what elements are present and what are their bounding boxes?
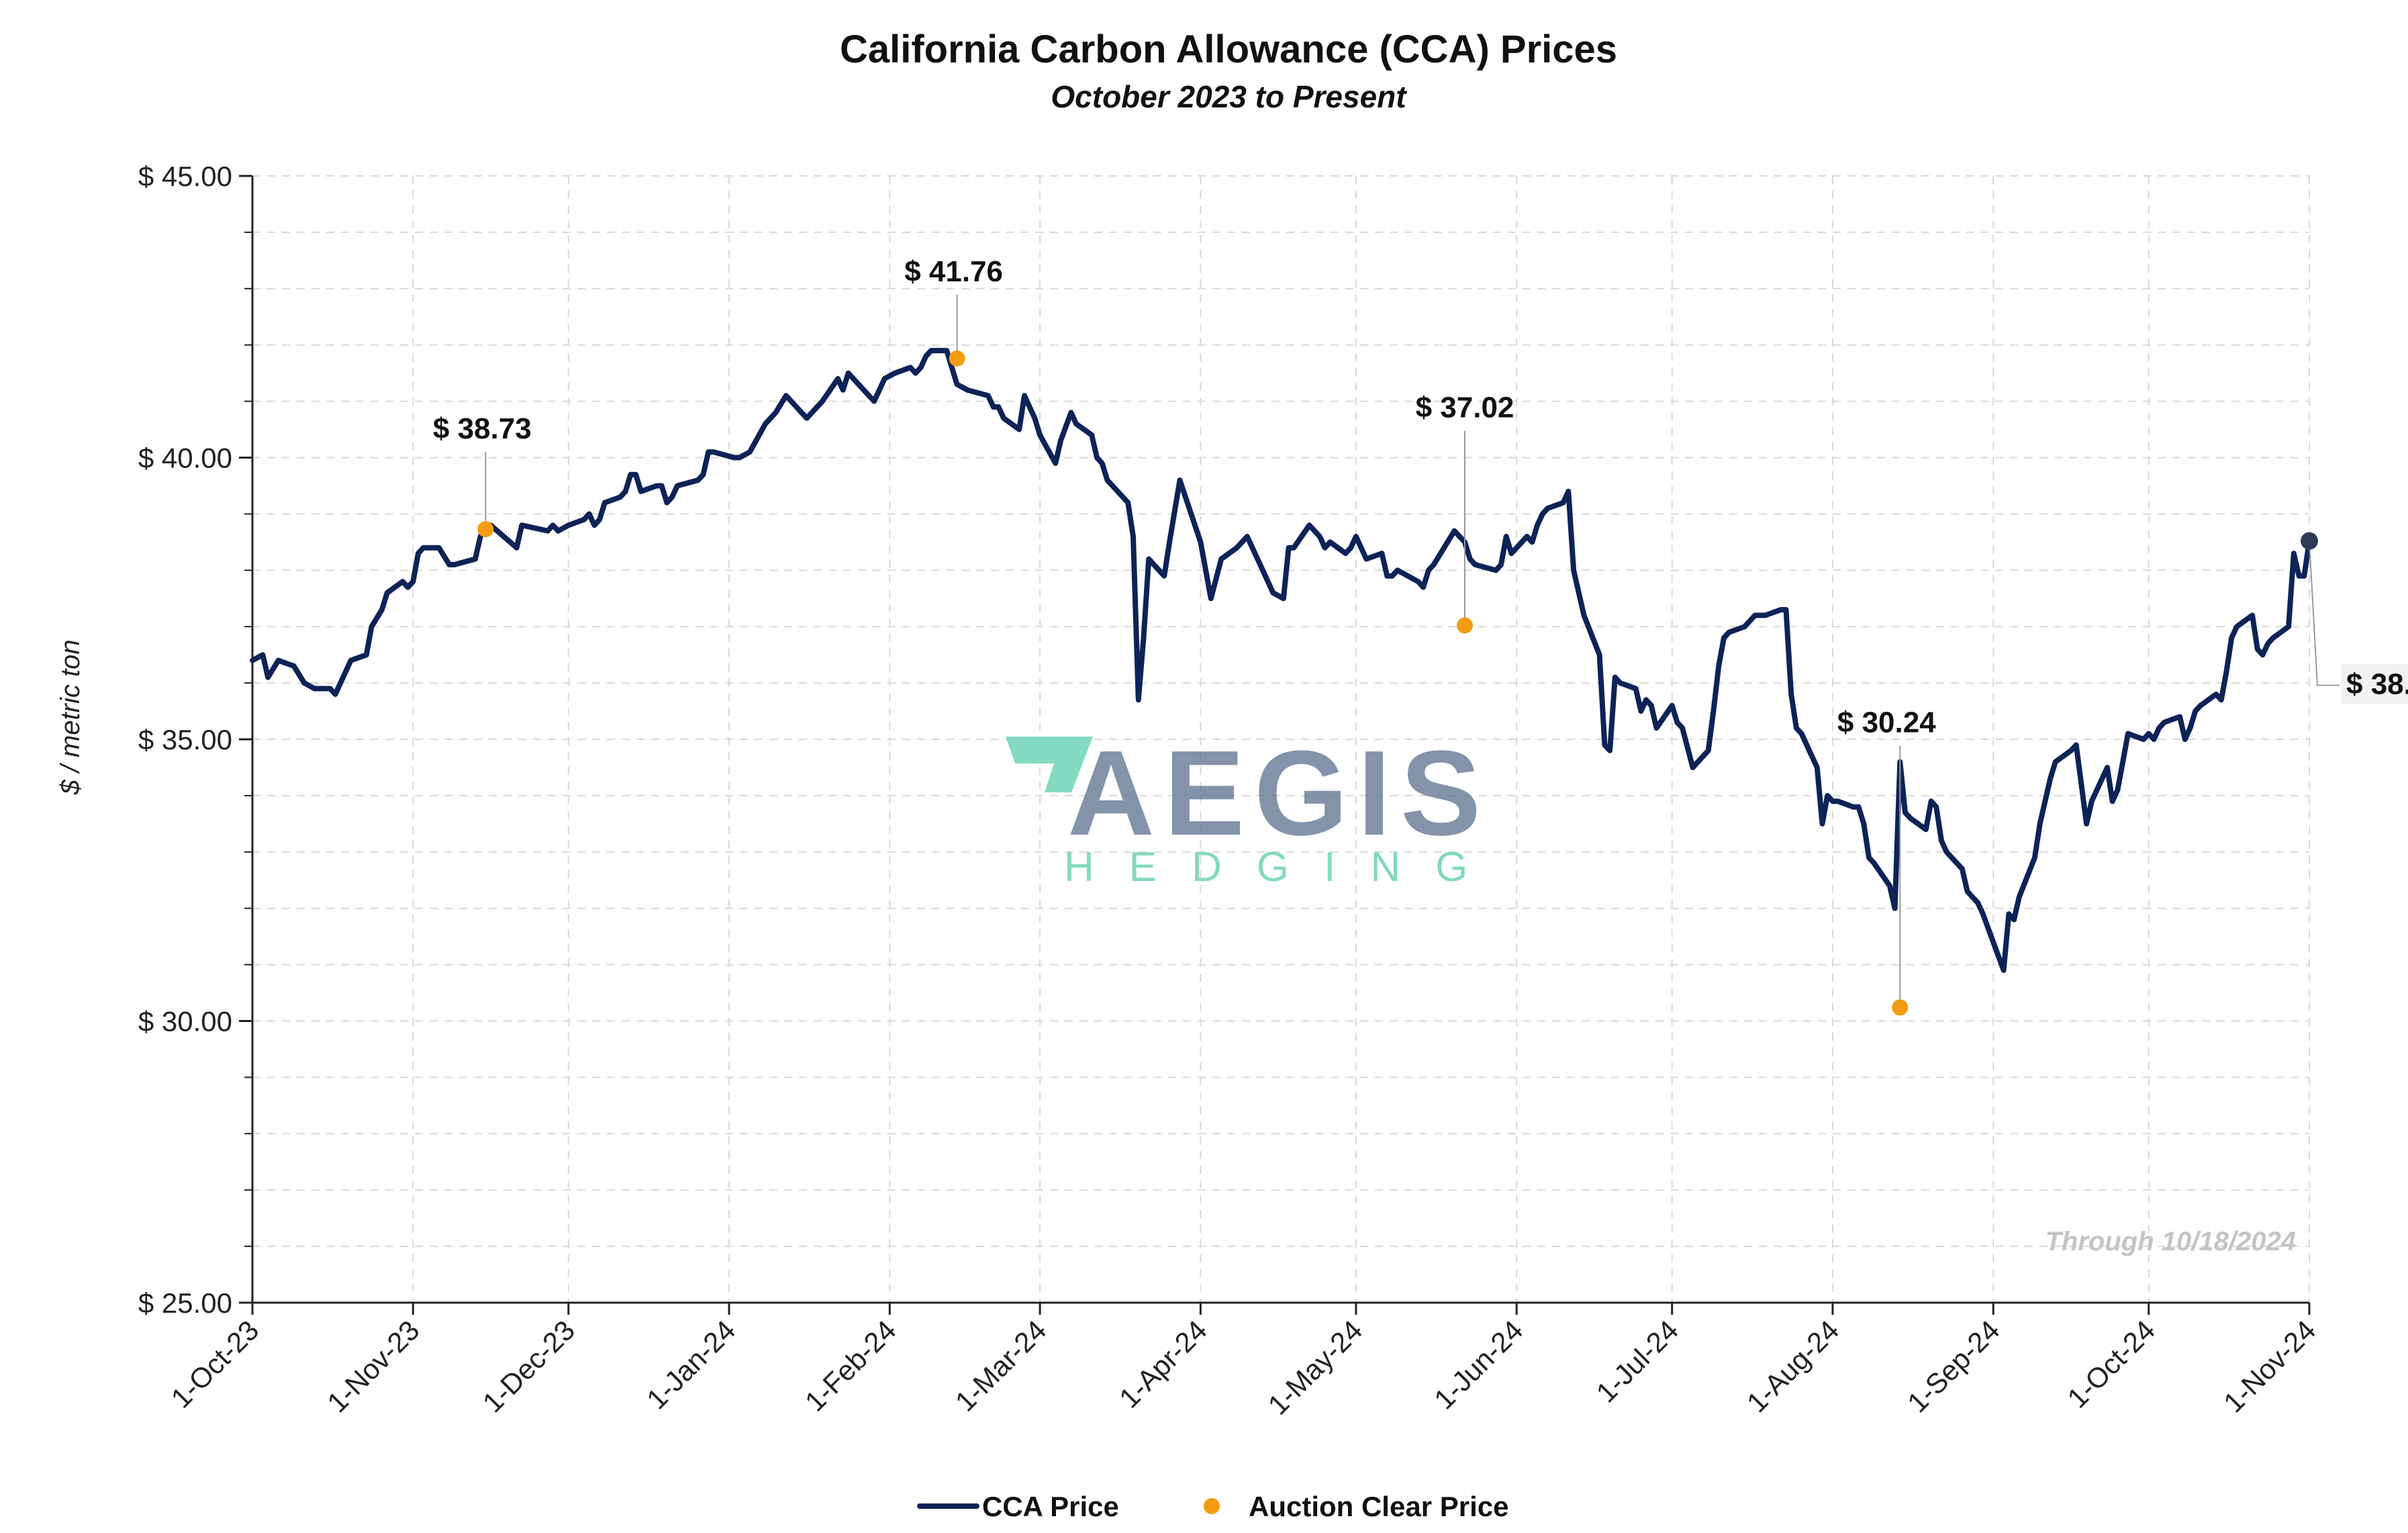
x-tick-label: 1-May-24	[1262, 1314, 1369, 1421]
y-axis-ticks: $ 25.00 $ 30.00 $ 35.00 $ 40.00 $ 45.00	[138, 160, 252, 1319]
cca-price-line	[250, 348, 2312, 973]
through-date-note: Through 10/18/2024	[2045, 1227, 2296, 1256]
x-tick-label: 1-Oct-24	[2061, 1314, 2161, 1414]
auction-clear-price-series	[477, 350, 2318, 1016]
x-tick-label: 1-Nov-23	[321, 1314, 425, 1418]
x-axis-ticks: 1-Oct-23 1-Nov-23 1-Dec-23 1-Jan-24 1-Feb-24…	[165, 1303, 2321, 1421]
y-tick-label: $ 25.00	[138, 1287, 232, 1319]
annotation-label: $ 30.24	[1837, 706, 1936, 739]
grid-lines	[252, 175, 2310, 1303]
annotation-label-bg	[2341, 663, 2408, 704]
y-tick-label: $ 30.00	[138, 1006, 232, 1037]
annotation-label: $ 41.76	[904, 255, 1003, 288]
latest-price-point	[2301, 532, 2318, 550]
annotation-label: $ 38.52	[2346, 668, 2408, 701]
x-tick-label: 1-Nov-24	[2217, 1314, 2321, 1418]
aegis-logo-icon	[1006, 737, 1093, 792]
x-tick-label: 1-Apr-24	[1113, 1314, 1213, 1414]
legend-label-cca-price: CCA Price	[982, 1491, 1119, 1522]
aegis-hedging-watermark: AEGIS HEDGING	[1006, 726, 1502, 890]
x-tick-label: 1-Sep-24	[1901, 1314, 2005, 1418]
x-tick-label: 1-Jan-24	[640, 1314, 741, 1415]
watermark-line-2: HEDGING	[1064, 844, 1502, 890]
auction-clear-price-point	[1892, 999, 1909, 1016]
annotation-label: $ 37.02	[1416, 391, 1514, 424]
legend-label-auction-clear-price: Auction Clear Price	[1249, 1491, 1508, 1522]
y-tick-label: $ 35.00	[138, 724, 232, 755]
auction-clear-price-point	[1456, 617, 1473, 634]
chart-subtitle: October 2023 to Present	[1051, 79, 1407, 114]
annotations: $ 38.73 $ 41.76 $ 37.02 $ 30.24 $ 38.52	[433, 255, 2408, 1008]
legend-dot-swatch	[1204, 1498, 1220, 1514]
annotation-label: $ 38.73	[433, 412, 532, 445]
x-tick-label: 1-Jul-24	[1590, 1314, 1685, 1409]
x-tick-label: 1-Jun-24	[1428, 1314, 1529, 1415]
y-axis-label: $ / metric ton	[56, 639, 85, 795]
y-tick-label: $ 45.00	[138, 160, 232, 192]
auction-clear-price-point	[949, 350, 965, 367]
annotation-leader	[2309, 541, 2340, 686]
legend: CCA Price Auction Clear Price	[917, 1491, 1508, 1522]
x-tick-label: 1-Feb-24	[799, 1314, 902, 1418]
watermark-line-1: AEGIS	[1067, 726, 1490, 861]
cca-price-series	[250, 348, 2312, 973]
y-tick-label: $ 40.00	[138, 443, 232, 474]
x-tick-label: 1-Aug-24	[1741, 1314, 1845, 1418]
chart-title: California Carbon Allowance (CCA) Prices	[840, 28, 1617, 71]
x-tick-label: 1-Dec-23	[477, 1314, 581, 1418]
auction-clear-price-point	[477, 521, 494, 538]
x-tick-label: 1-Mar-24	[949, 1314, 1053, 1418]
x-tick-label: 1-Oct-23	[165, 1314, 265, 1414]
